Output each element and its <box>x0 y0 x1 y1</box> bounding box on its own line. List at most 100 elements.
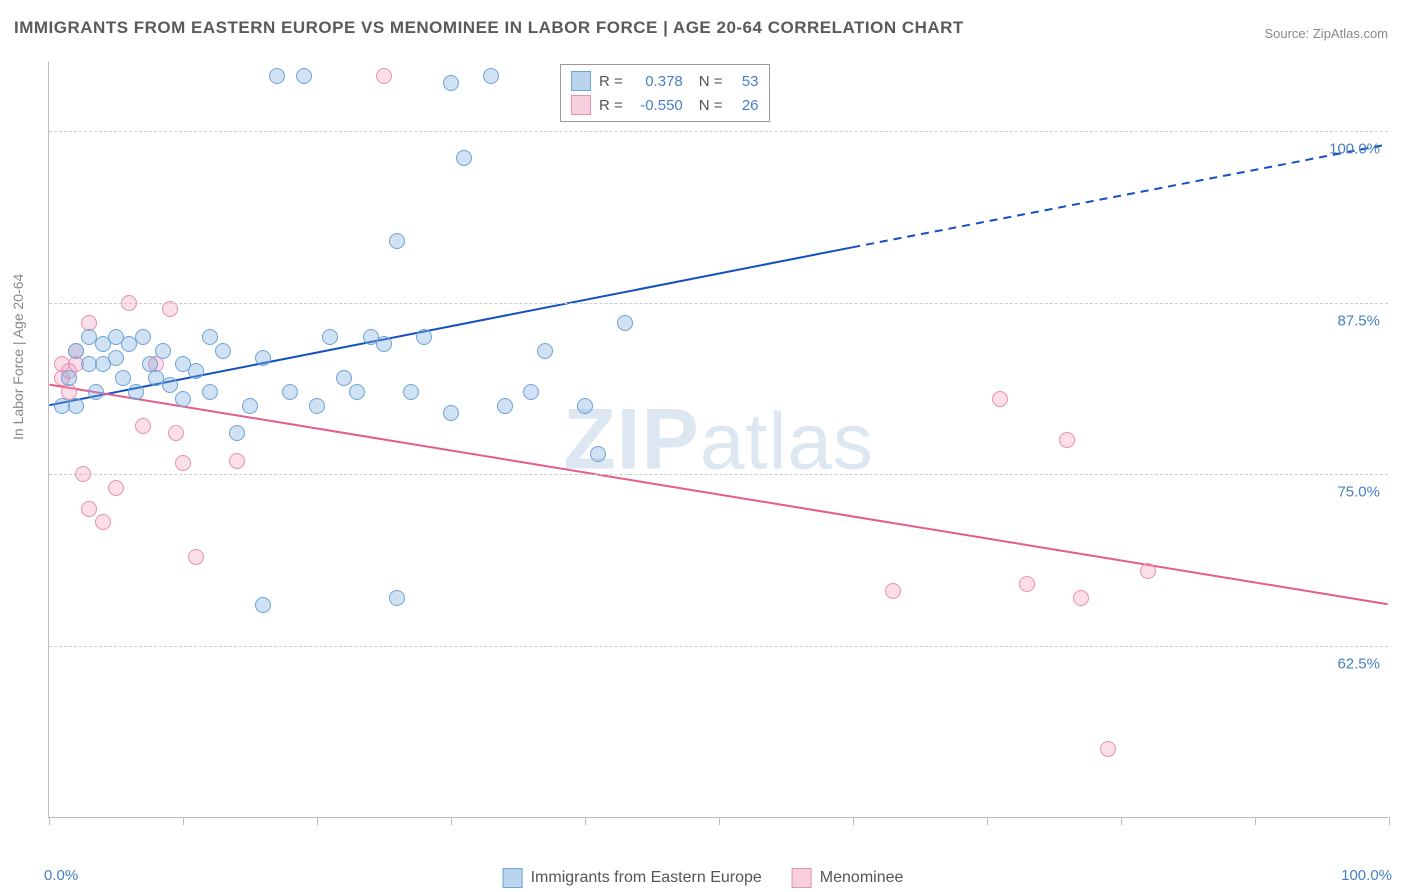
data-point-blue <box>577 398 593 414</box>
data-point-blue <box>443 75 459 91</box>
trend-lines-svg <box>49 62 1388 817</box>
data-point-pink <box>95 514 111 530</box>
data-point-blue <box>376 336 392 352</box>
data-point-blue <box>416 329 432 345</box>
legend-swatch-pink <box>571 95 591 115</box>
correlation-legend: R =0.378N =53R =-0.550N =26 <box>560 64 770 122</box>
data-point-pink <box>121 295 137 311</box>
legend-stat-row: R =-0.550N =26 <box>571 93 759 117</box>
data-point-pink <box>1019 576 1035 592</box>
data-point-blue <box>590 446 606 462</box>
data-point-pink <box>108 480 124 496</box>
data-point-blue <box>242 398 258 414</box>
data-point-blue <box>389 590 405 606</box>
r-value: 0.378 <box>631 73 683 90</box>
data-point-blue <box>296 68 312 84</box>
data-point-blue <box>537 343 553 359</box>
data-point-blue <box>443 405 459 421</box>
data-point-blue <box>403 384 419 400</box>
chart-title: IMMIGRANTS FROM EASTERN EUROPE VS MENOMI… <box>14 18 964 38</box>
n-value: 26 <box>731 97 759 114</box>
data-point-blue <box>389 233 405 249</box>
data-point-blue <box>229 425 245 441</box>
data-point-blue <box>523 384 539 400</box>
data-point-pink <box>175 455 191 471</box>
data-point-pink <box>81 501 97 517</box>
x-tick <box>1255 817 1256 825</box>
legend-swatch-pink <box>792 868 812 888</box>
data-point-blue <box>88 384 104 400</box>
data-point-blue <box>162 377 178 393</box>
gridline <box>49 131 1388 132</box>
x-tick <box>719 817 720 825</box>
data-point-pink <box>75 466 91 482</box>
data-point-blue <box>309 398 325 414</box>
data-point-blue <box>128 384 144 400</box>
data-point-blue <box>456 150 472 166</box>
data-point-blue <box>68 398 84 414</box>
data-point-pink <box>229 453 245 469</box>
series-legend: Immigrants from Eastern Europe Menominee <box>503 868 904 888</box>
data-point-blue <box>61 370 77 386</box>
data-point-pink <box>168 425 184 441</box>
x-tick <box>1389 817 1390 825</box>
data-point-pink <box>885 583 901 599</box>
x-axis-max-label: 100.0% <box>1341 867 1392 884</box>
data-point-pink <box>135 418 151 434</box>
data-point-blue <box>497 398 513 414</box>
data-point-blue <box>155 343 171 359</box>
data-point-pink <box>376 68 392 84</box>
x-tick <box>987 817 988 825</box>
y-tick-label: 100.0% <box>1329 140 1380 157</box>
data-point-blue <box>215 343 231 359</box>
data-point-blue <box>68 343 84 359</box>
n-label: N = <box>699 73 723 90</box>
legend-item: Immigrants from Eastern Europe <box>503 868 762 888</box>
x-tick <box>853 817 854 825</box>
data-point-blue <box>282 384 298 400</box>
data-point-blue <box>255 597 271 613</box>
x-tick <box>1121 817 1122 825</box>
data-point-pink <box>992 391 1008 407</box>
legend-label: Menominee <box>820 869 904 887</box>
r-value: -0.550 <box>631 97 683 114</box>
data-point-blue <box>202 329 218 345</box>
data-point-blue <box>336 370 352 386</box>
legend-swatch-blue <box>503 868 523 888</box>
data-point-pink <box>1140 563 1156 579</box>
r-label: R = <box>599 73 623 90</box>
x-tick <box>183 817 184 825</box>
source-citation: Source: ZipAtlas.com <box>1264 26 1388 41</box>
data-point-blue <box>135 329 151 345</box>
y-tick-label: 62.5% <box>1337 656 1380 673</box>
x-tick <box>585 817 586 825</box>
data-point-blue <box>115 370 131 386</box>
x-axis-min-label: 0.0% <box>44 867 78 884</box>
data-point-blue <box>202 384 218 400</box>
data-point-blue <box>617 315 633 331</box>
data-point-blue <box>269 68 285 84</box>
r-label: R = <box>599 97 623 114</box>
data-point-pink <box>162 301 178 317</box>
data-point-blue <box>483 68 499 84</box>
data-point-pink <box>188 549 204 565</box>
data-point-pink <box>1073 590 1089 606</box>
data-point-blue <box>188 363 204 379</box>
gridline <box>49 474 1388 475</box>
data-point-blue <box>322 329 338 345</box>
x-tick <box>317 817 318 825</box>
data-point-blue <box>175 391 191 407</box>
y-tick-label: 87.5% <box>1337 312 1380 329</box>
x-tick <box>451 817 452 825</box>
data-point-pink <box>1100 741 1116 757</box>
y-axis-label: In Labor Force | Age 20-64 <box>10 274 26 440</box>
legend-label: Immigrants from Eastern Europe <box>531 869 762 887</box>
plot-area: ZIPatlas 62.5%75.0%87.5%100.0% <box>48 62 1388 818</box>
data-point-blue <box>255 350 271 366</box>
legend-item: Menominee <box>792 868 904 888</box>
legend-swatch-blue <box>571 71 591 91</box>
legend-stat-row: R =0.378N =53 <box>571 69 759 93</box>
x-tick <box>49 817 50 825</box>
gridline <box>49 646 1388 647</box>
watermark-light: atlas <box>700 396 874 485</box>
